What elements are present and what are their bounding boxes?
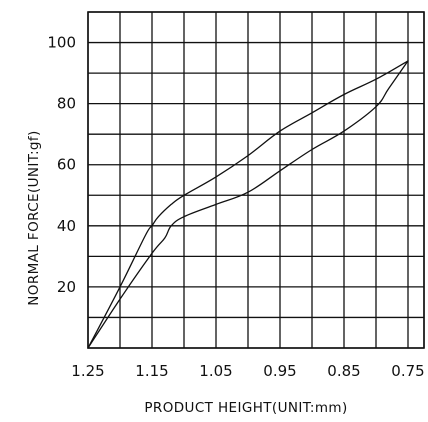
plot-frame [87, 11, 425, 349]
x-tick-label-3: 0.95 [263, 362, 296, 380]
y-tick-label-2: 60 [57, 156, 76, 174]
plot-border [87, 11, 425, 349]
y-tick-label-3: 80 [57, 95, 76, 113]
x-tick-label-5: 0.75 [391, 362, 424, 380]
x-axis-label: PRODUCT HEIGHT(UNIT:mm) [144, 400, 347, 416]
x-tick-label-1: 1.15 [135, 362, 168, 380]
y-tick-label-1: 40 [57, 217, 76, 235]
y-axis-label: NORMAL FORCE(UNIT:gf) [26, 130, 42, 305]
grid [87, 11, 425, 349]
curves [87, 60, 409, 349]
tick-labels: 1.25 1.15 1.05 0.95 0.85 0.75 20 40 60 80 100 [47, 34, 424, 380]
y-tick-label-4: 100 [47, 34, 76, 52]
x-tick-label-0: 1.25 [71, 362, 104, 380]
x-tick-label-2: 1.05 [199, 362, 232, 380]
y-tick-label-0: 20 [57, 278, 76, 296]
x-tick-label-4: 0.85 [327, 362, 360, 380]
series-line-1 [87, 60, 409, 349]
series-line-0 [87, 60, 409, 349]
